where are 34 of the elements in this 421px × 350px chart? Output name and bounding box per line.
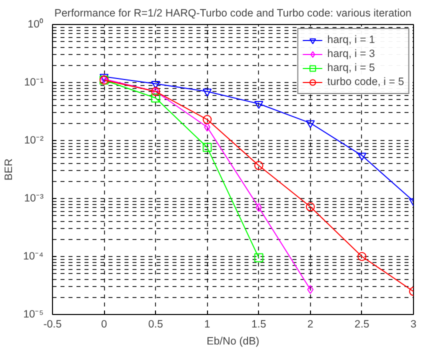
point: [306, 202, 315, 212]
point: [151, 94, 160, 103]
y-tick-label: 10⁻⁴: [23, 250, 44, 262]
point: [357, 252, 366, 261]
y-tick-label: 10⁰: [28, 18, 44, 30]
chart-title: Performance for R=1/2 HARQ-Turbo code and Turbo code: various iteration: [54, 8, 412, 20]
legend-label: harq, i = 3: [327, 47, 375, 61]
legend-label: harq, i = 1: [327, 33, 375, 47]
y-tick-label: 10⁻³: [24, 192, 44, 204]
point: [202, 115, 212, 124]
x-tick-label: -0.5: [43, 318, 62, 330]
legend-label: harq, i = 5: [327, 61, 375, 75]
y-tick-label: 10⁻⁵: [23, 308, 44, 320]
point: [357, 152, 366, 161]
point: [254, 253, 264, 262]
point: [202, 142, 212, 152]
legend-label: turbo code, i = 5: [327, 75, 404, 89]
y-axis-title: BER: [3, 158, 16, 180]
point: [151, 80, 160, 89]
point: [202, 88, 212, 97]
x-tick-label: 2: [307, 318, 314, 330]
y-tick-label: 10⁻²: [24, 134, 44, 146]
x-tick-label: 3: [410, 318, 417, 330]
point: [307, 284, 314, 294]
point: [254, 100, 264, 109]
x-tick-label: 0.5: [148, 318, 164, 330]
x-tick-label: 1.5: [251, 318, 266, 330]
x-axis-title: Eb/No (dB): [206, 336, 260, 348]
x-tick-label: 2.5: [354, 318, 370, 330]
x-tick-label: 0: [101, 318, 108, 330]
point: [306, 120, 315, 128]
y-tick-label: 10⁻¹: [24, 76, 44, 88]
x-tick-label: 1: [204, 318, 210, 330]
point: [254, 161, 264, 170]
